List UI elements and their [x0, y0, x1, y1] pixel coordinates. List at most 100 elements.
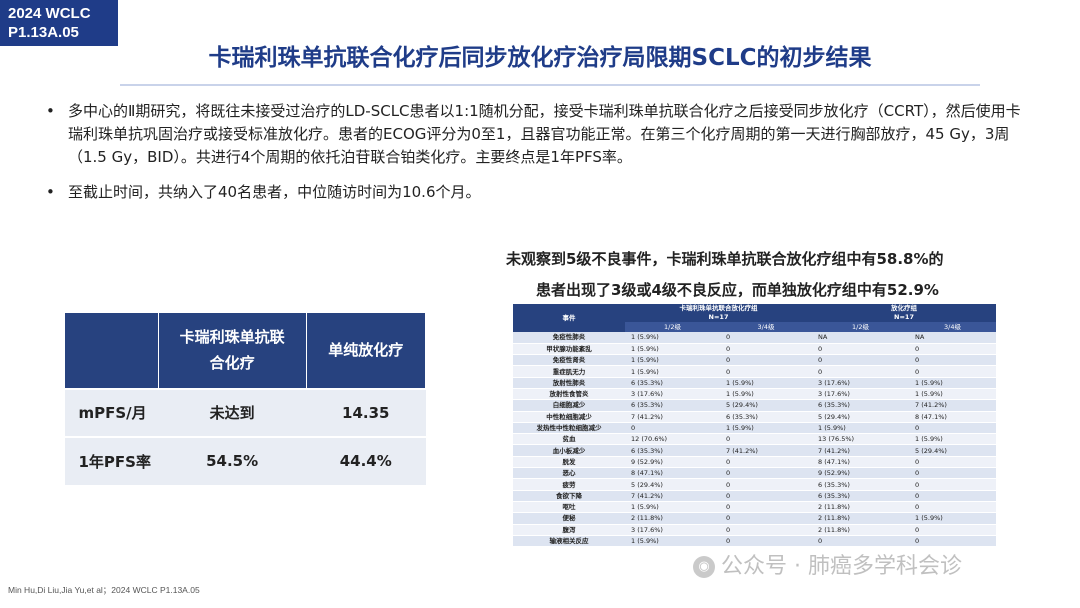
- ae-value-cell: 12 (70.6%): [625, 433, 720, 446]
- ae-value-cell: 1 (5.9%): [720, 377, 812, 389]
- ae-event-name: 呕吐: [513, 501, 625, 514]
- ae-table-row: 血小板减少 6 (35.3%) 7 (41.2%) 7 (41.2%) 5 (29.4%…: [513, 444, 996, 457]
- ae-value-cell: 5 (29.4%): [720, 399, 812, 412]
- ae-table-row: 便秘 2 (11.8%) 0 2 (11.8%) 1 (5.9%): [513, 512, 996, 525]
- ae-value-cell: 0: [909, 478, 996, 491]
- ae-table-row: 呕吐 1 (5.9%) 0 2 (11.8%) 0: [513, 501, 996, 514]
- comparison-row-label: 1年PFS率: [64, 435, 159, 485]
- ae-value-cell: 0: [909, 501, 996, 514]
- ae-event-name: 免疫性肾炎: [513, 354, 625, 367]
- bullet-text: 多中心的Ⅱ期研究，将既往未接受过治疗的LD-SCLC患者以1:1随机分配，接受卡…: [68, 102, 1021, 166]
- ae-value-cell: 0: [909, 467, 996, 480]
- comparison-header-camrelizumab: 卡瑞利珠单抗联合化疗: [157, 312, 307, 389]
- pfs-comparison-table: 卡瑞利珠单抗联合化疗 单纯放化疗 mPFS/月 未达到 14.35 1年PFS率…: [64, 312, 426, 485]
- ae-event-name: 脱发: [513, 456, 625, 469]
- ae-table-row: 恶心 8 (47.1%) 0 9 (52.9%) 0: [513, 467, 996, 480]
- ae-value-cell: 3 (17.6%): [625, 388, 720, 401]
- ae-grade-header: 3/4级: [909, 322, 996, 332]
- badge-line-2: P1.13A.05: [8, 24, 79, 41]
- ae-summary: 未观察到5级不良事件，卡瑞利珠单抗联合放化疗组中有58.8%的 患者出现了3级或…: [506, 244, 1046, 306]
- ae-grade-header: 1/2级: [625, 322, 720, 332]
- ae-event-name: 中性粒细胞减少: [513, 411, 625, 423]
- ae-event-name: 发热性中性粒细胞减少: [513, 422, 625, 435]
- watermark: ◉ 公众号 · 肺癌多学科会诊: [693, 548, 962, 580]
- slide-title: 卡瑞利珠单抗联合化疗后同步放化疗治疗局限期SCLC的初步结果: [208, 45, 872, 71]
- ae-value-cell: 8 (47.1%): [625, 467, 720, 480]
- ae-value-cell: 5 (29.4%): [625, 478, 720, 491]
- ae-value-cell: 0: [812, 535, 909, 548]
- ae-value-cell: 0: [812, 354, 909, 367]
- comparison-cell: 未达到: [158, 387, 306, 437]
- ae-table-row: 白细胞减少 6 (35.3%) 5 (29.4%) 6 (35.3%) 7 (41.2%…: [513, 399, 996, 412]
- ae-value-cell: 7 (41.2%): [720, 444, 812, 457]
- ae-value-cell: 3 (17.6%): [625, 524, 720, 536]
- ae-event-name: 重症肌无力: [513, 365, 625, 378]
- adverse-events-table-wrap: 事件 卡瑞利珠单抗联合放化疗组 N=17 放化疗组 N=17 1/2级 3/4级 1…: [513, 304, 996, 548]
- ae-table-row: 输液相关反应 1 (5.9%) 0 0 0: [513, 535, 996, 548]
- bullet-item: • 至截止时间，共纳入了40名患者，中位随访时间为10.6个月。: [46, 181, 1031, 204]
- ae-value-cell: 0: [909, 524, 996, 536]
- ae-value-cell: 6 (35.3%): [625, 377, 720, 389]
- comparison-cell: 54.5%: [158, 435, 306, 485]
- bullet-dot: •: [46, 183, 55, 201]
- ae-value-cell: 0: [720, 501, 812, 514]
- ae-value-cell: 0: [812, 365, 909, 378]
- ae-value-cell: 1 (5.9%): [625, 535, 720, 548]
- ae-event-name: 放射性肺炎: [513, 377, 625, 389]
- ae-value-cell: 8 (47.1%): [909, 411, 996, 423]
- ae-value-cell: 0: [720, 456, 812, 469]
- bullet-dot: •: [46, 102, 55, 120]
- ae-grade-row: 1/2级 3/4级 1/2级 3/4级: [513, 322, 996, 332]
- ae-value-cell: 2 (11.8%): [625, 512, 720, 525]
- bullet-text: 至截止时间，共纳入了40名患者，中位随访时间为10.6个月。: [68, 183, 481, 201]
- ae-value-cell: 1 (5.9%): [625, 354, 720, 367]
- ae-grade-header: 1/2级: [812, 322, 909, 332]
- ae-header-group-a: 卡瑞利珠单抗联合放化疗组 N=17: [625, 304, 812, 322]
- ae-value-cell: 7 (41.2%): [625, 490, 720, 502]
- ae-value-cell: 0: [720, 524, 812, 536]
- ae-value-cell: 0: [909, 343, 996, 356]
- ae-table-row: 甲状腺功能紊乱 1 (5.9%) 0 0 0: [513, 343, 996, 356]
- title-divider: [120, 84, 980, 86]
- comparison-row: mPFS/月 未达到 14.35: [64, 387, 426, 437]
- ae-value-cell: 6 (35.3%): [625, 399, 720, 412]
- ae-value-cell: 2 (11.8%): [812, 501, 909, 514]
- ae-value-cell: 1 (5.9%): [720, 388, 812, 401]
- ae-table-row: 发热性中性粒细胞减少 0 1 (5.9%) 1 (5.9%) 0: [513, 422, 996, 435]
- ae-value-cell: 0: [720, 332, 812, 344]
- ae-event-name: 输液相关反应: [513, 535, 625, 548]
- ae-value-cell: 3 (17.6%): [812, 388, 909, 401]
- ae-table-row: 放射性食管炎 3 (17.6%) 1 (5.9%) 3 (17.6%) 1 (5.9%): [513, 388, 996, 401]
- comparison-header-row: 卡瑞利珠单抗联合化疗 单纯放化疗: [64, 312, 426, 389]
- comparison-header-empty: [64, 312, 159, 389]
- ae-value-cell: 6 (35.3%): [625, 444, 720, 457]
- ae-value-cell: 0: [720, 467, 812, 480]
- ae-value-cell: 6 (35.3%): [720, 411, 812, 423]
- ae-value-cell: 0: [625, 422, 720, 435]
- ae-event-name: 腹泻: [513, 524, 625, 536]
- ae-value-cell: 0: [812, 343, 909, 356]
- ae-event-name: 疲劳: [513, 478, 625, 491]
- ae-value-cell: 1 (5.9%): [909, 512, 996, 525]
- ae-value-cell: 5 (29.4%): [909, 444, 996, 457]
- ae-value-cell: 1 (5.9%): [909, 388, 996, 401]
- ae-event-name: 食欲下降: [513, 490, 625, 502]
- ae-table-row: 脱发 9 (52.9%) 0 8 (47.1%) 0: [513, 456, 996, 469]
- comparison-cell: 14.35: [306, 387, 426, 437]
- ae-value-cell: 1 (5.9%): [625, 343, 720, 356]
- ae-table-row: 贫血 12 (70.6%) 0 13 (76.5%) 1 (5.9%): [513, 433, 996, 446]
- ae-value-cell: 0: [909, 365, 996, 378]
- ae-table-row: 食欲下降 7 (41.2%) 0 6 (35.3%) 0: [513, 490, 996, 502]
- ae-value-cell: 1 (5.9%): [812, 422, 909, 435]
- ae-value-cell: 1 (5.9%): [625, 365, 720, 378]
- ae-table-row: 免疫性肺炎 1 (5.9%) 0 NA NA: [513, 332, 996, 344]
- citation-footer: Min Hu,Di Liu,Jia Yu,et al；2024 WCLC P1.…: [8, 585, 200, 595]
- ae-value-cell: 6 (35.3%): [812, 478, 909, 491]
- ae-value-cell: 9 (52.9%): [812, 467, 909, 480]
- ae-value-cell: 7 (41.2%): [909, 399, 996, 412]
- ae-value-cell: 0: [720, 433, 812, 446]
- ae-summary-line-1: 未观察到5级不良事件，卡瑞利珠单抗联合放化疗组中有58.8%的: [506, 250, 944, 268]
- ae-header-group-b: 放化疗组 N=17: [812, 304, 996, 322]
- bullet-list: • 多中心的Ⅱ期研究，将既往未接受过治疗的LD-SCLC患者以1:1随机分配，接…: [46, 100, 1031, 216]
- ae-value-cell: 1 (5.9%): [625, 332, 720, 344]
